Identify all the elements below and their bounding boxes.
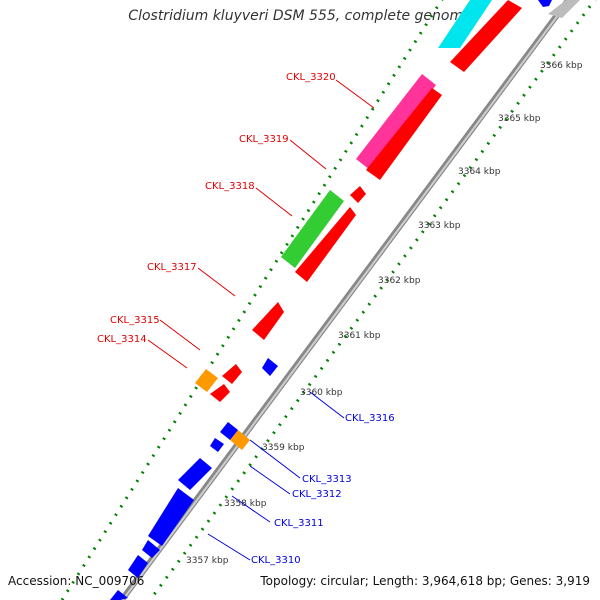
gene-blue-top[interactable] bbox=[538, 0, 552, 7]
reverse-label-group: CKL_3316 CKL_3313 CKL_3312 CKL_3311 CKL_… bbox=[207, 391, 395, 566]
gene-blue-bottom[interactable] bbox=[110, 590, 128, 600]
label-ckl3310[interactable]: CKL_3310 bbox=[251, 555, 301, 566]
leader-ckl3314 bbox=[147, 339, 188, 369]
gene-blue-ckl3316[interactable] bbox=[262, 358, 278, 376]
gene-red-ckl3318-inner[interactable] bbox=[295, 207, 356, 282]
tick-3361: 3361 kbp bbox=[338, 331, 381, 341]
leader-ckl3315 bbox=[159, 319, 201, 351]
accession-text: Accession: NC_009706 bbox=[8, 574, 145, 588]
gene-blue-ckl3310[interactable] bbox=[148, 488, 194, 546]
gene-blue-lower-1[interactable] bbox=[142, 540, 160, 558]
label-ckl3314[interactable]: CKL_3314 bbox=[97, 334, 147, 345]
reverse-genes bbox=[110, 358, 278, 600]
gene-blue-ckl3311[interactable] bbox=[178, 458, 212, 490]
tick-3366: 3366 kbp bbox=[540, 61, 583, 71]
dotted-guide-outer bbox=[60, 0, 444, 600]
label-ckl3318[interactable]: CKL_3318 bbox=[205, 181, 255, 192]
gene-blue-ckl3312[interactable] bbox=[220, 422, 238, 440]
tick-3365: 3365 kbp bbox=[498, 114, 541, 124]
tick-3363: 3363 kbp bbox=[418, 221, 461, 231]
gene-red-ckl3317[interactable] bbox=[252, 302, 284, 340]
gene-blue-lower-2[interactable] bbox=[128, 555, 148, 578]
gene-magenta-ckl3320[interactable] bbox=[356, 74, 436, 170]
label-ckl3320[interactable]: CKL_3320 bbox=[286, 72, 336, 83]
genome-title: Clostridium kluyveri DSM 555, complete g… bbox=[128, 8, 472, 24]
tick-3358: 3358 kbp bbox=[224, 499, 267, 509]
leader-ckl3316 bbox=[309, 391, 345, 419]
leader-ckl3310 bbox=[207, 533, 251, 561]
gene-red-ckl3314[interactable] bbox=[210, 384, 230, 402]
tick-labels: 3366 kbp 3365 kbp 3364 kbp 3363 kbp 3362… bbox=[186, 61, 583, 566]
tick-3359: 3359 kbp bbox=[262, 443, 305, 453]
leader-ckl3320 bbox=[335, 79, 375, 109]
label-ckl3311[interactable]: CKL_3311 bbox=[274, 518, 324, 529]
leader-ckl3319 bbox=[289, 139, 327, 170]
label-ckl3315[interactable]: CKL_3315 bbox=[110, 315, 160, 326]
gene-cyan[interactable] bbox=[438, 0, 492, 48]
red-genes bbox=[210, 0, 522, 402]
gene-orange-ckl3314[interactable] bbox=[195, 369, 218, 392]
label-ckl3313[interactable]: CKL_3313 bbox=[302, 474, 352, 485]
label-ckl3316[interactable]: CKL_3316 bbox=[345, 413, 395, 424]
gene-blue-small[interactable] bbox=[210, 438, 224, 452]
leader-ckl3312 bbox=[249, 465, 291, 495]
forward-label-group: CKL_3320 CKL_3319 CKL_3318 CKL_3317 CKL_… bbox=[97, 72, 375, 369]
gene-red-top[interactable] bbox=[450, 0, 522, 72]
backbone-highlight bbox=[121, 0, 571, 600]
leader-ckl3313 bbox=[249, 439, 301, 479]
tick-3362: 3362 kbp bbox=[378, 276, 421, 286]
topology-text: Topology: circular; Length: 3,964,618 bp… bbox=[260, 574, 590, 588]
tick-3357: 3357 kbp bbox=[186, 556, 229, 566]
gene-orange-ckl3313[interactable] bbox=[230, 430, 250, 450]
tick-3360: 3360 kbp bbox=[300, 388, 343, 398]
gene-red-ckl3320-inner[interactable] bbox=[366, 88, 442, 180]
leader-ckl3318 bbox=[255, 187, 293, 217]
gene-green-ckl3318[interactable] bbox=[281, 190, 344, 268]
leader-ckl3317 bbox=[197, 267, 236, 297]
label-ckl3312[interactable]: CKL_3312 bbox=[292, 489, 342, 500]
gene-gray[interactable] bbox=[548, 0, 580, 18]
label-ckl3319[interactable]: CKL_3319 bbox=[239, 134, 289, 145]
gene-red-ckl3319[interactable] bbox=[350, 186, 366, 203]
forward-genes bbox=[195, 0, 492, 450]
dotted-guide-inner bbox=[148, 0, 597, 600]
gene-red-ckl3315[interactable] bbox=[222, 364, 242, 384]
leader-ckl3311 bbox=[231, 495, 271, 523]
label-ckl3317[interactable]: CKL_3317 bbox=[147, 262, 197, 273]
tick-3364: 3364 kbp bbox=[458, 167, 501, 177]
